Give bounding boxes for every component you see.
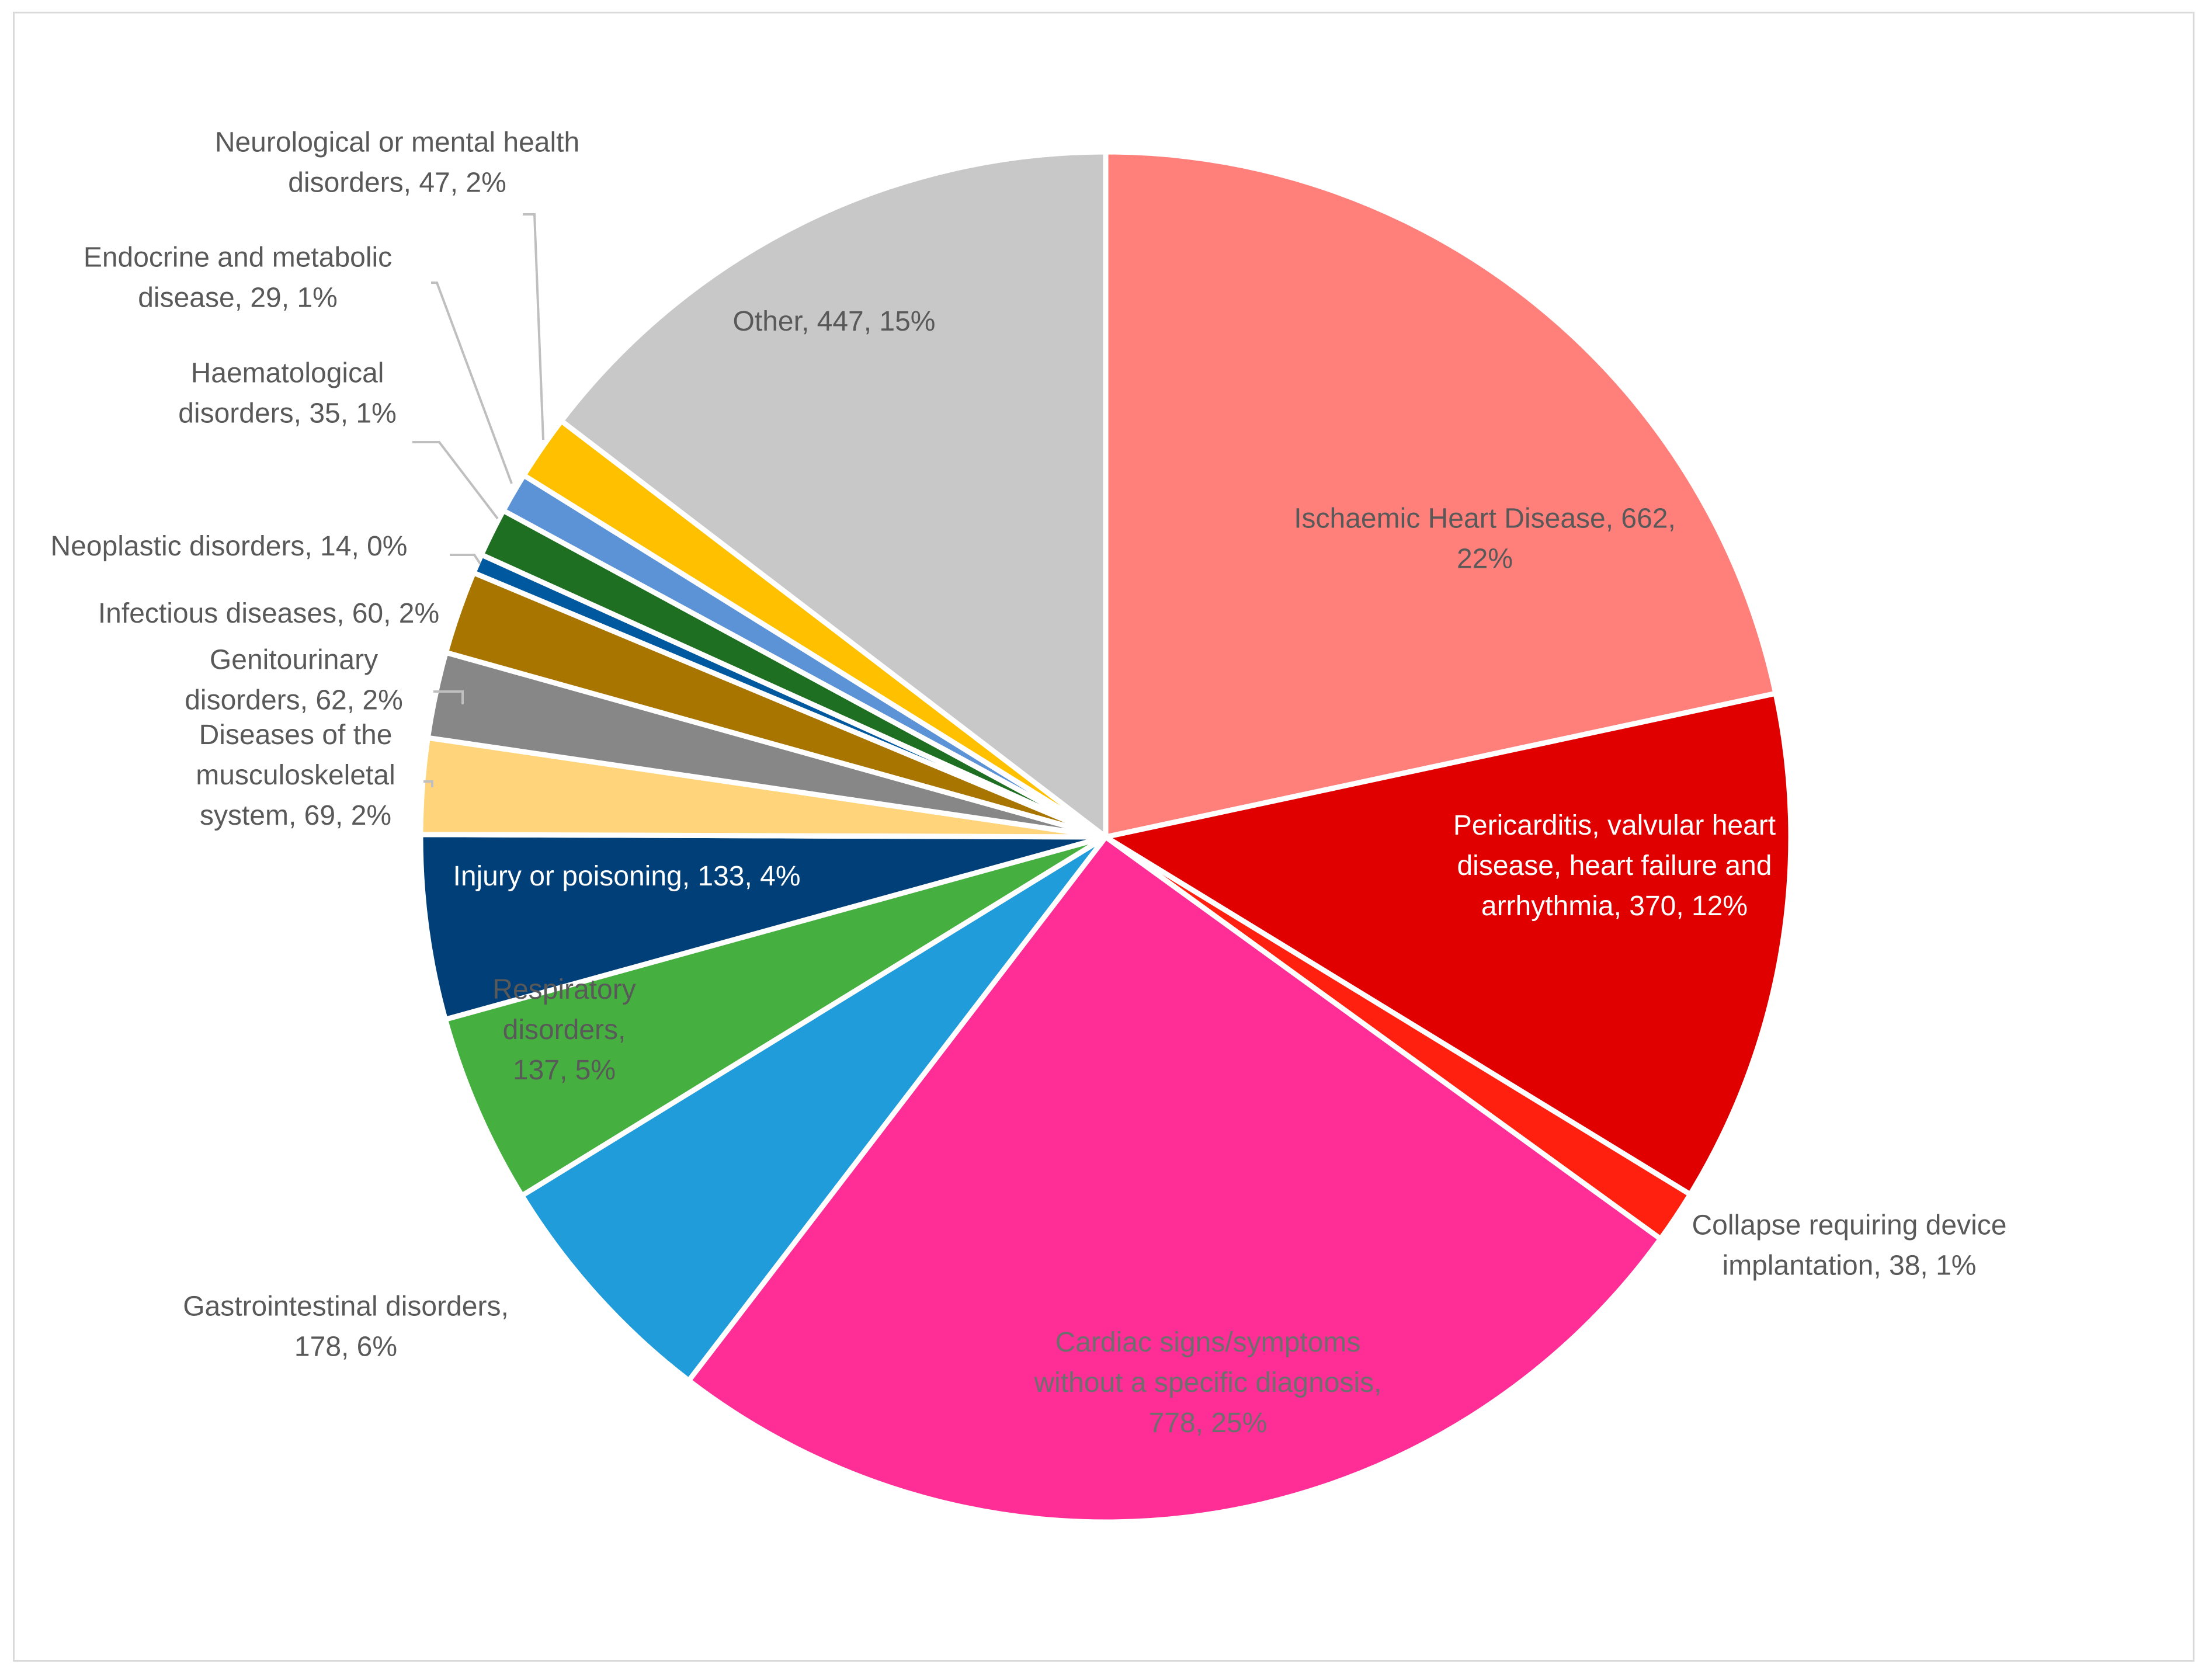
data-label-line: system, 69, 2% [200,800,391,831]
data-label: Genitourinary disorders, 62, 2% [185,645,403,716]
leader-line [523,213,544,440]
data-label-line: Other, 447, 15% [733,306,936,337]
pie-slice-injury-or-poisoning [418,832,1109,1022]
data-label-line: 778, 25% [1149,1408,1268,1439]
data-label: Gastrointestinal disorders, 178, 6% [183,1291,509,1363]
data-label-line: Endocrine and metabolic [84,242,392,273]
data-label-line: Pericarditis, valvular heart [1453,810,1776,841]
data-label-line: 178, 6% [294,1332,397,1363]
leader-line [433,690,464,704]
pie-slice-pericarditis-valvular-heart-disease-heart-failure-and-arrhythmia [1103,690,1794,1197]
pie-slice-cardiac-signs-symptoms-without-a-specific-diagnosis [686,834,1664,1525]
pie-slice-respiratory-disorders [442,834,1109,1198]
data-label-line: Haematological [191,358,384,389]
pie-slices [418,149,1794,1525]
data-label-line: Gastrointestinal disorders, [183,1291,509,1322]
data-label-line: without a specific diagnosis, [1034,1367,1382,1398]
data-label: Pericarditis, valvular heart disease, hea… [1453,810,1776,922]
pie-slice-gastrointestinal-disorders [519,834,1109,1384]
data-label-line: Ischaemic Heart Disease, 662, [1294,503,1676,534]
leader-line [412,441,499,520]
data-label: Ischaemic Heart Disease, 662, 22% [1294,503,1676,575]
data-label-line: Neoplastic disorders, 14, 0% [51,531,408,562]
data-label: Neoplastic disorders, 14, 0% [51,531,408,562]
data-label-line: disorders, 35, 1% [178,398,397,429]
data-label: Endocrine and metabolic disease, 29, 1% [84,242,392,314]
pie-slice-other [558,149,1109,840]
data-label-line: arrhythmia, 370, 12% [1481,891,1748,922]
data-labels: Ischaemic Heart Disease, 662, 22% Pericard… [51,127,2007,1439]
pie-slice-ischaemic-heart-disease [1103,149,1779,840]
leader-line [423,780,433,787]
data-label: Collapse requiring device implantation, 3… [1692,1210,2007,1281]
data-label-line: Infectious diseases, 60, 2% [98,598,439,629]
data-label-line: disease, 29, 1% [138,283,338,314]
data-label: Infectious diseases, 60, 2% [98,598,439,629]
data-label-line: disorders, 47, 2% [288,168,506,199]
leader-lines [412,213,544,787]
data-label-line: Injury or poisoning, 133, 4% [453,861,800,892]
data-label-line: Neurological or mental health [215,127,579,158]
data-label: Injury or poisoning, 133, 4% [453,861,800,892]
data-label: Respiratory disorders, 137, 5% [492,974,636,1086]
data-label-line: disease, heart failure and [1457,850,1772,881]
data-label-line: Cardiac signs/symptoms [1055,1327,1361,1358]
data-label-line: 137, 5% [513,1055,616,1086]
data-label-line: disorders, [503,1015,626,1045]
data-label-line: implantation, 38, 1% [1723,1250,1977,1281]
data-label-line: Genitourinary [210,645,378,676]
data-label-line: musculoskeletal [196,760,395,791]
data-label: Neurological or mental health disorders, … [215,127,579,199]
data-label: Haematological disorders, 35, 1% [178,358,397,429]
data-label-line: Diseases of the [199,720,393,751]
leader-line [450,554,481,565]
data-label-line: Respiratory [492,974,636,1005]
leader-line [431,282,513,484]
data-label-line: Collapse requiring device [1692,1210,2007,1241]
data-label: Cardiac signs/symptoms without a specific… [1034,1327,1382,1439]
data-label-line: 22% [1457,544,1513,575]
data-label: Other, 447, 15% [733,306,936,337]
data-label: Diseases of the musculoskeletal system, 69… [196,720,395,831]
data-label-line: disorders, 62, 2% [185,685,403,716]
